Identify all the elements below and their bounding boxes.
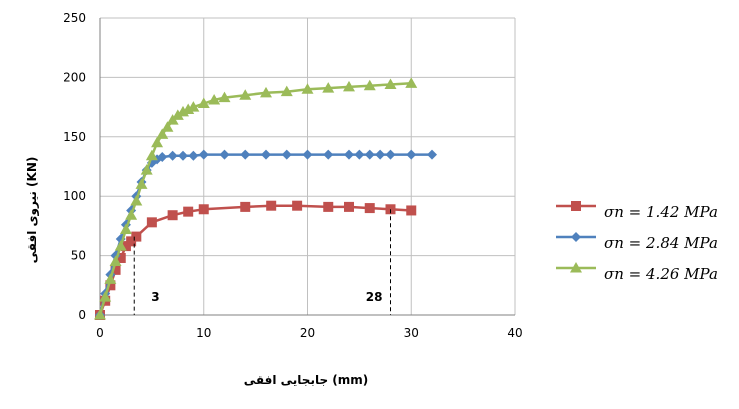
data-point-triangle bbox=[197, 97, 210, 109]
data-point-square bbox=[146, 217, 157, 228]
data-point-diamond bbox=[427, 149, 437, 160]
data-point-diamond bbox=[178, 150, 188, 161]
data-point-square bbox=[344, 201, 354, 212]
legend-label: σn = 4.26 MPa bbox=[604, 265, 718, 283]
data-point-diamond bbox=[261, 149, 271, 160]
series-line bbox=[98, 82, 412, 316]
data-point-diamond bbox=[323, 149, 334, 160]
data-point-triangle bbox=[280, 85, 293, 97]
data-point-triangle bbox=[109, 255, 122, 267]
data-point-diamond bbox=[375, 149, 386, 160]
data-point-diamond bbox=[281, 149, 292, 160]
annotation-label: 3 bbox=[151, 290, 159, 304]
y-axis-label: نیروی افقی (KN) bbox=[25, 157, 40, 264]
data-point-square bbox=[292, 200, 303, 211]
data-point-triangle bbox=[119, 223, 132, 234]
legend-item: σn = 1.42 MPa bbox=[556, 201, 718, 221]
data-point-square bbox=[240, 201, 251, 212]
series-3 bbox=[94, 77, 418, 320]
data-point-diamond bbox=[167, 150, 178, 161]
data-point-triangle bbox=[343, 80, 355, 92]
legend: σn = 1.42 MPa σn = 2.84 MPa σn = 4.26 MPa bbox=[556, 201, 718, 283]
axes: 0 50 100 150 200 250 0 10 20 30 40 bbox=[63, 11, 523, 340]
grid bbox=[99, 17, 516, 316]
y-tick-label: 0 bbox=[78, 308, 86, 322]
data-point-triangle bbox=[114, 240, 127, 251]
legend-label: σn = 2.84 MPa bbox=[604, 234, 718, 252]
data-point-diamond bbox=[385, 149, 396, 160]
data-point-square bbox=[167, 210, 178, 221]
series-line bbox=[98, 204, 412, 316]
y-tick-label: 150 bbox=[63, 130, 86, 144]
data-point-diamond bbox=[571, 232, 581, 242]
y-tick-label: 200 bbox=[63, 70, 86, 84]
data-point-square bbox=[105, 280, 116, 291]
x-tick-label: 30 bbox=[404, 326, 419, 340]
data-point-diamond bbox=[344, 149, 354, 160]
data-point-triangle bbox=[301, 83, 314, 94]
series-2 bbox=[95, 149, 437, 320]
data-point-triangle bbox=[130, 194, 143, 206]
annotations: 3 28 bbox=[133, 209, 391, 315]
data-point-diamond bbox=[302, 149, 313, 160]
data-point-triangle bbox=[140, 164, 153, 175]
data-point-diamond bbox=[406, 149, 417, 160]
x-tick-label: 10 bbox=[196, 326, 211, 340]
data-point-triangle bbox=[218, 91, 231, 103]
data-point-triangle bbox=[151, 136, 164, 148]
data-point-square bbox=[406, 205, 417, 216]
data-point-diamond bbox=[354, 149, 365, 160]
data-point-diamond bbox=[240, 149, 251, 160]
data-point-triangle bbox=[239, 89, 252, 100]
data-point-square bbox=[131, 231, 142, 242]
data-point-triangle bbox=[161, 121, 174, 132]
y-tick-label: 50 bbox=[71, 249, 86, 263]
data-point-square bbox=[364, 203, 375, 214]
data-point-triangle bbox=[104, 273, 117, 284]
legend-item: σn = 2.84 MPa bbox=[556, 232, 718, 252]
data-point-triangle bbox=[208, 93, 221, 105]
data-point-triangle bbox=[405, 77, 418, 88]
data-point-diamond bbox=[219, 149, 230, 160]
data-point-square bbox=[571, 201, 581, 211]
data-point-triangle bbox=[260, 86, 272, 98]
data-point-square bbox=[120, 241, 131, 252]
y-tick-label: 250 bbox=[63, 11, 86, 25]
y-tick-label: 100 bbox=[63, 189, 86, 203]
data-point-diamond bbox=[157, 151, 168, 162]
data-point-square bbox=[198, 204, 209, 215]
data-point-square bbox=[183, 206, 194, 217]
data-point-triangle bbox=[125, 209, 138, 220]
annotation-label: 28 bbox=[366, 290, 383, 304]
data-point-triangle bbox=[135, 178, 148, 189]
x-tick-label: 0 bbox=[96, 326, 104, 340]
data-point-square bbox=[323, 201, 334, 212]
data-point-triangle bbox=[384, 78, 397, 90]
legend-label: σn = 1.42 MPa bbox=[604, 203, 718, 221]
data-point-diamond bbox=[198, 149, 209, 160]
data-point-triangle bbox=[99, 291, 112, 302]
data-point-square bbox=[115, 252, 126, 263]
data-point-triangle bbox=[363, 79, 376, 91]
data-point-triangle bbox=[322, 82, 335, 93]
data-point-square bbox=[126, 236, 137, 247]
x-tick-label: 40 bbox=[507, 326, 522, 340]
data-point-triangle bbox=[187, 101, 200, 112]
data-point-triangle bbox=[94, 309, 106, 320]
data-point-triangle bbox=[156, 128, 169, 139]
legend-item: σn = 4.26 MPa bbox=[556, 262, 718, 283]
data-point-diamond bbox=[188, 150, 199, 161]
data-point-square bbox=[266, 200, 277, 211]
x-axis-label: جابجایی افقی (mm) bbox=[244, 373, 369, 387]
data-point-triangle bbox=[570, 262, 582, 273]
data-point-triangle bbox=[171, 109, 184, 120]
data-point-diamond bbox=[364, 149, 375, 160]
x-tick-label: 20 bbox=[300, 326, 315, 340]
series-group bbox=[94, 77, 437, 320]
data-point-square bbox=[110, 264, 121, 275]
data-point-triangle bbox=[145, 149, 158, 161]
